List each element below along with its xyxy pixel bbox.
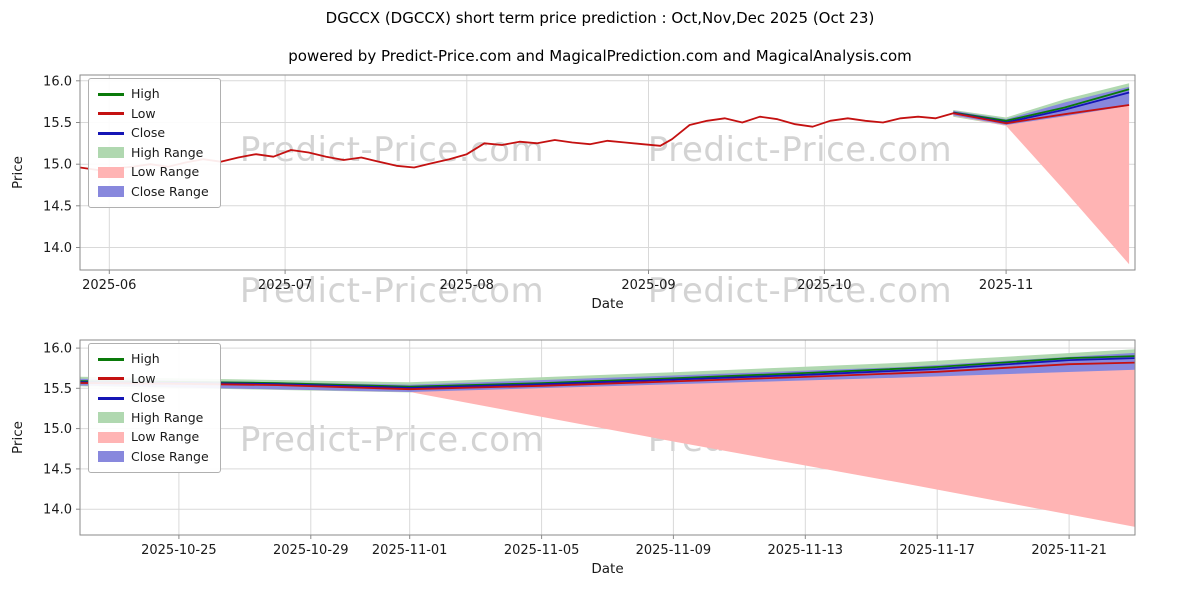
band-high-range (80, 349, 1135, 393)
top-chart: 14.0 14.5 15.0 15.5 16.0 2025-06 2025-07 2025-0… (0, 64, 1200, 322)
legend-item-close: Close (98, 125, 209, 141)
chart-subtitle: powered by Predict-Price.com and Magical… (288, 47, 912, 65)
watermark-text: Predict-Price.com (647, 271, 953, 311)
series-close-line (79, 357, 1136, 389)
y-tick-label: 15.5 (43, 116, 72, 131)
x-tick-label: 2025-11-05 (504, 543, 580, 558)
series-lines (79, 355, 1136, 391)
legend-line-swatch (98, 377, 124, 380)
y-tick-label: 14.0 (43, 503, 72, 518)
series-low-line (79, 104, 1130, 171)
legend-band-swatch (98, 166, 124, 178)
legend-item-low: Low (98, 106, 209, 122)
legend-item-high-range: High Range (98, 410, 209, 426)
x-tick-label: 2025-10 (797, 278, 851, 293)
legend-item-high: High (98, 86, 209, 102)
plot-border (79, 74, 1136, 271)
x-axis-label: Date (591, 296, 623, 312)
axis-ticks-labels: 14.0 14.5 15.0 15.5 16.0 2025-10-25 2025-10-29… (10, 342, 1107, 577)
bottom-chart-legend: High Low Close High Range Low Range Close Ran… (88, 343, 221, 473)
x-tick-label: 2025-06 (82, 278, 136, 293)
series-lines (79, 88, 1130, 171)
legend-item-high-range: High Range (98, 145, 209, 161)
range-bands (80, 349, 1135, 527)
legend-item-close-range: Close Range (98, 184, 209, 200)
series-high-line (79, 355, 1136, 388)
legend-line-swatch (98, 357, 124, 361)
legend-label: High Range (131, 409, 204, 425)
band-low-range (953, 103, 1130, 265)
range-bands (953, 83, 1130, 265)
legend-band-swatch (98, 451, 124, 462)
watermark-text: Predict-Price.com (239, 271, 545, 311)
x-tick-label: 2025-11-01 (372, 543, 448, 558)
x-axis-label: Date (591, 561, 623, 577)
x-tick-label: 2025-11-13 (768, 543, 844, 558)
series-low-line (79, 361, 1136, 391)
y-tick-label: 16.0 (43, 342, 72, 357)
legend-line-swatch (98, 92, 124, 96)
legend-item-close-range: Close Range (98, 449, 209, 465)
y-tick-label: 16.0 (43, 74, 72, 89)
x-tick-label: 2025-10-29 (273, 543, 349, 558)
y-axis-label: Price (10, 156, 26, 189)
band-low-range (80, 369, 1135, 527)
watermark-text: Predict-Price.com (239, 420, 545, 460)
legend-label: Close Range (131, 448, 209, 464)
grid (80, 75, 1135, 270)
y-tick-label: 14.0 (43, 241, 72, 256)
x-tick-label: 2025-07 (258, 278, 312, 293)
legend-item-low-range: Low Range (98, 429, 209, 445)
legend-label: Low Range (131, 164, 200, 179)
legend-label: High (131, 351, 160, 366)
y-tick-label: 14.5 (43, 462, 72, 477)
legend-item-high: High (98, 351, 209, 367)
legend-label: Close (131, 390, 166, 405)
y-tick-label: 15.0 (43, 422, 72, 437)
legend-band-swatch (98, 186, 124, 197)
legend-label: High (131, 86, 160, 101)
legend-item-close: Close (98, 390, 209, 406)
legend-band-swatch (98, 412, 124, 423)
legend-label: Low Range (131, 429, 200, 444)
legend-label: Close Range (131, 183, 209, 199)
legend-line-swatch (98, 396, 124, 400)
watermark-text: Predict-Price.com (647, 130, 953, 170)
x-tick-label: 2025-10-25 (141, 543, 217, 558)
x-tick-label: 2025-11-09 (636, 543, 712, 558)
legend-band-swatch (98, 147, 124, 158)
legend-label: Close (131, 125, 166, 140)
legend-label: Low (131, 105, 156, 121)
legend-band-swatch (98, 431, 124, 443)
legend-item-low-range: Low Range (98, 164, 209, 180)
legend-label: Low (131, 370, 156, 386)
series-high-line (953, 88, 1130, 122)
y-tick-label: 14.5 (43, 199, 72, 214)
top-chart-svg: 14.0 14.5 15.0 15.5 16.0 2025-06 2025-07 2025-0… (10, 74, 1136, 312)
y-tick-label: 15.5 (43, 382, 72, 397)
legend-item-low: Low (98, 371, 209, 387)
legend-label: High Range (131, 144, 204, 160)
bottom-chart-svg: 14.0 14.5 15.0 15.5 16.0 2025-10-25 2025-10-29… (10, 339, 1136, 577)
x-tick-label: 2025-11 (979, 278, 1033, 293)
x-tick-label: 2025-11-21 (1031, 543, 1107, 558)
y-tick-label: 15.0 (43, 158, 72, 173)
x-tick-label: 2025-11-17 (899, 543, 975, 558)
legend-line-swatch (98, 112, 124, 115)
top-chart-legend: High Low Close High Range Low Range Close Ran… (88, 78, 221, 208)
chart-title: DGCCX (DGCCX) short term price predictio… (325, 9, 875, 27)
axis-ticks-labels: 14.0 14.5 15.0 15.5 16.0 2025-06 2025-07 2025-0… (10, 74, 1033, 312)
legend-line-swatch (98, 131, 124, 135)
y-axis-label: Price (10, 421, 26, 454)
x-tick-label: 2025-08 (440, 278, 494, 293)
plot-border (79, 339, 1136, 536)
x-tick-label: 2025-09 (621, 278, 675, 293)
bottom-chart: 14.0 14.5 15.0 15.5 16.0 2025-10-25 2025-10-29… (0, 329, 1200, 591)
